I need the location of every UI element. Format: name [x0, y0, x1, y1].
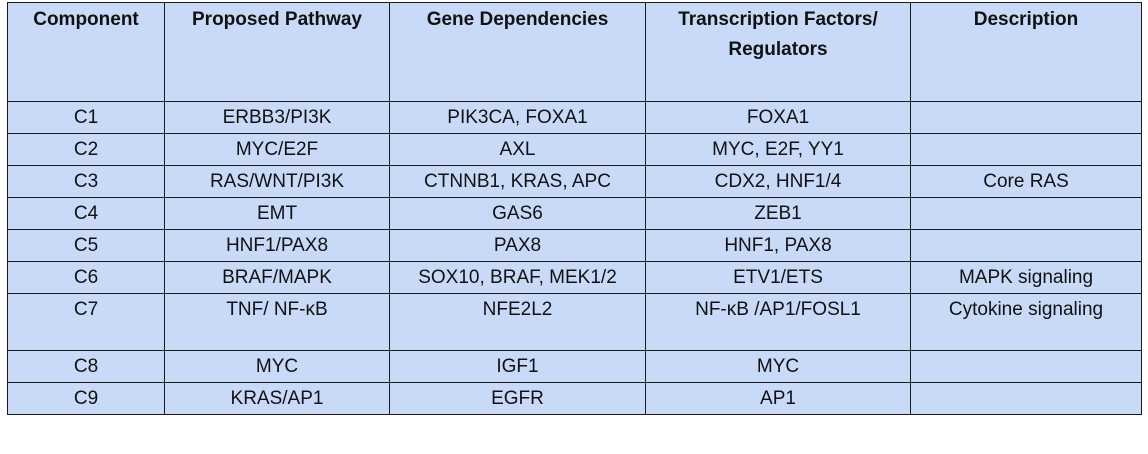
cell-component: C3	[7, 165, 165, 198]
cell-description	[910, 229, 1142, 262]
table-row: C2 MYC/E2F AXL MYC, E2F, YY1	[7, 133, 1142, 166]
cell-description	[910, 197, 1142, 230]
table-row: C6 BRAF/MAPK SOX10, BRAF, MEK1/2 ETV1/ET…	[7, 261, 1142, 294]
header-component: Component	[7, 2, 165, 102]
cell-pathway: BRAF/MAPK	[164, 261, 390, 294]
cell-description: Cytokine signaling	[910, 293, 1142, 351]
cell-gene-dependencies: IGF1	[389, 350, 646, 383]
cell-pathway: ERBB3/PI3K	[164, 101, 390, 134]
table-row: C5 HNF1/PAX8 PAX8 HNF1, PAX8	[7, 229, 1142, 262]
cell-transcription-factors: MYC, E2F, YY1	[645, 133, 911, 166]
component-table: Component Proposed Pathway Gene Dependen…	[7, 2, 1142, 415]
cell-component: C1	[7, 101, 165, 134]
cell-component: C5	[7, 229, 165, 262]
cell-gene-dependencies: PIK3CA, FOXA1	[389, 101, 646, 134]
cell-description	[910, 133, 1142, 166]
cell-transcription-factors: MYC	[645, 350, 911, 383]
header-transcription-factors: Transcription Factors/ Regulators	[645, 2, 911, 102]
table-row: C8 MYC IGF1 MYC	[7, 350, 1142, 383]
cell-transcription-factors: NF-κB /AP1/FOSL1	[645, 293, 911, 351]
cell-gene-dependencies: SOX10, BRAF, MEK1/2	[389, 261, 646, 294]
cell-component: C4	[7, 197, 165, 230]
header-gene-dependencies: Gene Dependencies	[389, 2, 646, 102]
cell-gene-dependencies: PAX8	[389, 229, 646, 262]
cell-component: C7	[7, 293, 165, 351]
cell-pathway: MYC/E2F	[164, 133, 390, 166]
cell-pathway: RAS/WNT/PI3K	[164, 165, 390, 198]
cell-description: Core RAS	[910, 165, 1142, 198]
cell-description	[910, 101, 1142, 134]
cell-transcription-factors: CDX2, HNF1/4	[645, 165, 911, 198]
table-row: C4 EMT GAS6 ZEB1	[7, 197, 1142, 230]
cell-gene-dependencies: NFE2L2	[389, 293, 646, 351]
cell-gene-dependencies: AXL	[389, 133, 646, 166]
cell-component: C2	[7, 133, 165, 166]
cell-component: C6	[7, 261, 165, 294]
cell-transcription-factors: HNF1, PAX8	[645, 229, 911, 262]
table-container: Component Proposed Pathway Gene Dependen…	[7, 2, 1142, 415]
cell-description	[910, 350, 1142, 383]
cell-transcription-factors: ZEB1	[645, 197, 911, 230]
cell-pathway: KRAS/AP1	[164, 382, 390, 415]
table-row: C1 ERBB3/PI3K PIK3CA, FOXA1 FOXA1	[7, 101, 1142, 134]
cell-description: MAPK signaling	[910, 261, 1142, 294]
cell-transcription-factors: ETV1/ETS	[645, 261, 911, 294]
cell-pathway: TNF/ NF-κB	[164, 293, 390, 351]
header-description: Description	[910, 2, 1142, 102]
cell-gene-dependencies: EGFR	[389, 382, 646, 415]
header-row: Component Proposed Pathway Gene Dependen…	[7, 2, 1142, 102]
table-row: C7 TNF/ NF-κB NFE2L2 NF-κB /AP1/FOSL1 Cy…	[7, 293, 1142, 351]
cell-gene-dependencies: CTNNB1, KRAS, APC	[389, 165, 646, 198]
cell-component: C8	[7, 350, 165, 383]
cell-gene-dependencies: GAS6	[389, 197, 646, 230]
cell-pathway: EMT	[164, 197, 390, 230]
table-row: C9 KRAS/AP1 EGFR AP1	[7, 382, 1142, 415]
cell-pathway: MYC	[164, 350, 390, 383]
table-row: C3 RAS/WNT/PI3K CTNNB1, KRAS, APC CDX2, …	[7, 165, 1142, 198]
cell-component: C9	[7, 382, 165, 415]
cell-transcription-factors: AP1	[645, 382, 911, 415]
cell-pathway: HNF1/PAX8	[164, 229, 390, 262]
cell-transcription-factors: FOXA1	[645, 101, 911, 134]
cell-description	[910, 382, 1142, 415]
header-proposed-pathway: Proposed Pathway	[164, 2, 390, 102]
